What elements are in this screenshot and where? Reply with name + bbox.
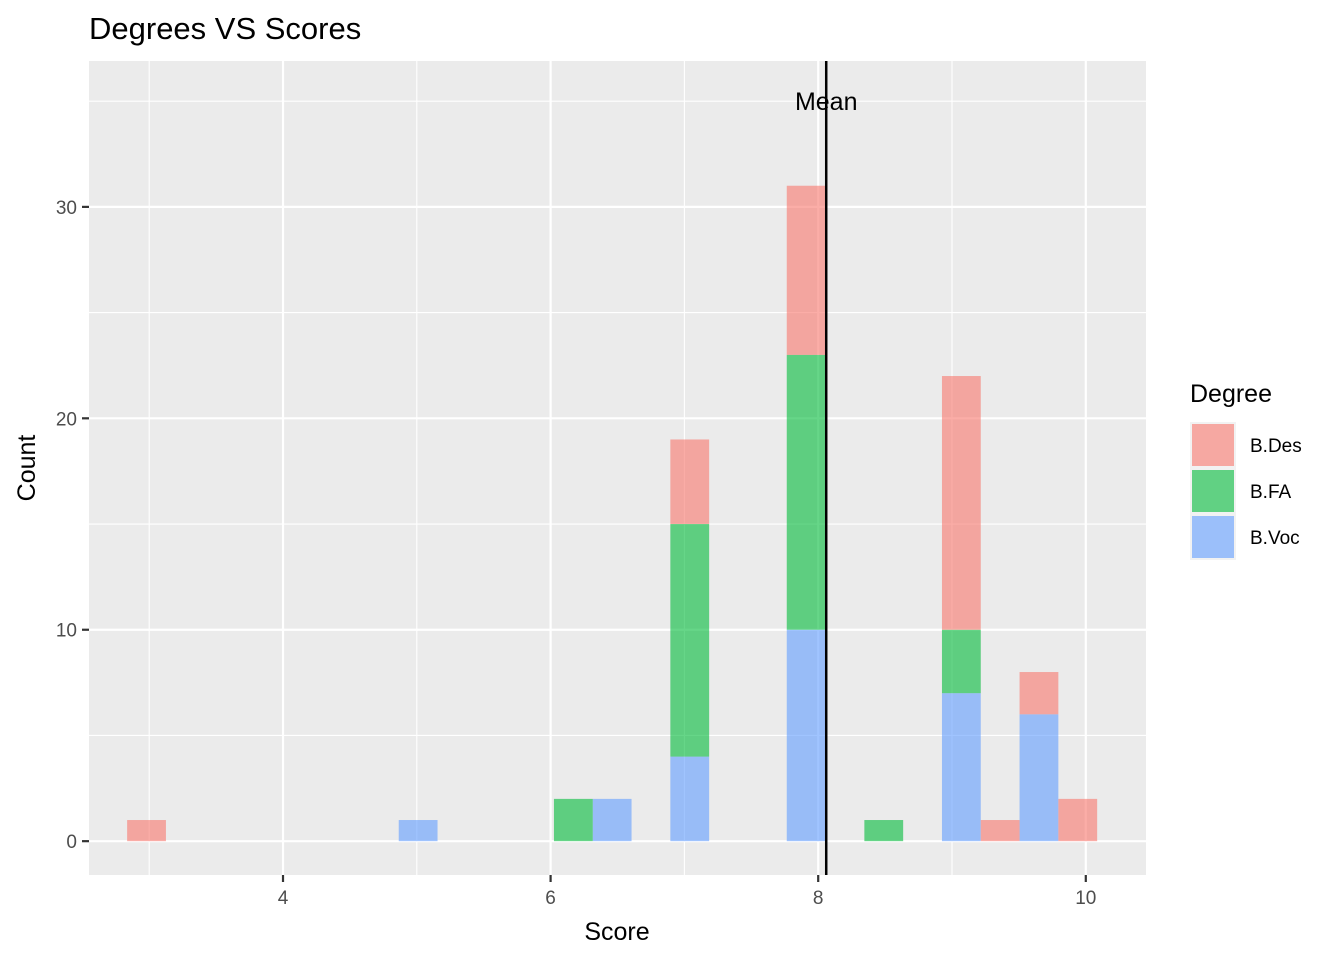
- bar-b-fa: [941, 629, 981, 694]
- x-axis-title: Score: [584, 918, 649, 946]
- legend-swatch-b-fa: [1192, 470, 1234, 512]
- legend-label: B.Des: [1250, 436, 1302, 457]
- y-axis: 0 10 20 30: [56, 198, 89, 853]
- y-axis-title: Count: [13, 435, 41, 502]
- bar-b-voc: [592, 798, 632, 842]
- grid-minor: [89, 61, 1146, 875]
- bar-b-fa: [786, 354, 826, 630]
- bars: [127, 185, 1098, 842]
- plot-panel: [89, 61, 1146, 875]
- bar-b-fa: [864, 820, 904, 842]
- bar-b-voc: [1019, 714, 1059, 842]
- bar-b-voc: [398, 820, 438, 842]
- x-tick-label: 10: [1075, 888, 1096, 909]
- bar-b-voc: [941, 693, 981, 842]
- mean-label: Mean: [795, 88, 858, 116]
- legend-label: B.Voc: [1250, 528, 1300, 549]
- bar-b-des: [1019, 672, 1059, 715]
- y-tick-label: 20: [56, 409, 77, 430]
- mean-annotation: Mean: [795, 61, 858, 875]
- bar-b-voc: [786, 629, 826, 842]
- bar-b-des: [941, 376, 981, 630]
- legend-label: B.FA: [1250, 482, 1292, 503]
- x-tick-label: 6: [545, 888, 556, 909]
- chart-title: Degrees VS Scores: [89, 11, 361, 46]
- legend-swatch-b-des: [1192, 424, 1234, 466]
- bar-b-des: [980, 820, 1020, 842]
- bar-b-des: [127, 820, 166, 842]
- bar-b-des: [1058, 798, 1098, 842]
- y-tick-label: 10: [56, 621, 77, 642]
- legend-swatch-b-voc: [1192, 516, 1234, 558]
- x-tick-label: 8: [813, 888, 824, 909]
- bar-b-des: [786, 185, 826, 355]
- bar-b-fa: [670, 524, 710, 757]
- legend-title: Degree: [1190, 380, 1272, 408]
- legend: Degree B.Des B.FA B.Voc: [1190, 380, 1302, 560]
- bar-b-fa: [553, 798, 593, 842]
- x-tick-label: 4: [278, 888, 289, 909]
- x-axis: 4 6 8 10: [278, 875, 1096, 909]
- bar-b-voc: [670, 756, 710, 842]
- y-tick-label: 30: [56, 198, 77, 219]
- y-tick-label: 0: [66, 832, 77, 853]
- bar-b-des: [670, 439, 710, 525]
